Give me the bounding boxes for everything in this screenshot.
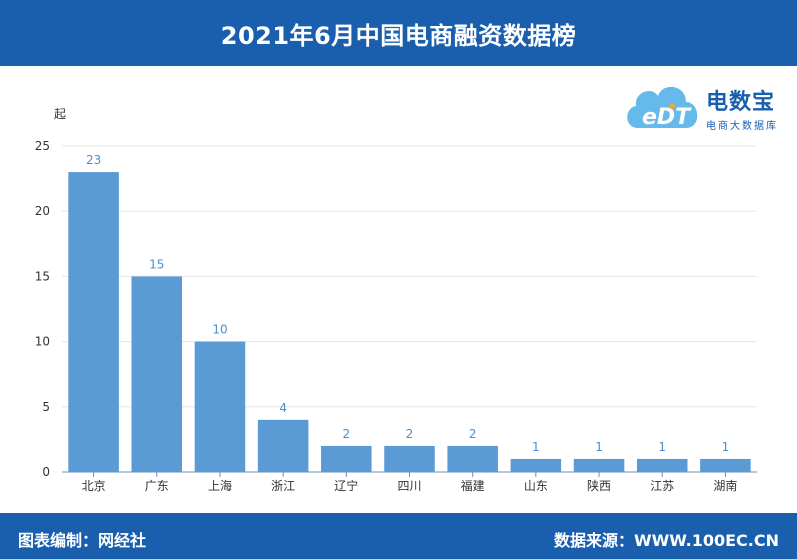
bar [384,445,435,472]
y-axis-unit-label: 起 [54,107,66,121]
bar-value-label: 1 [595,440,603,454]
bar [194,341,246,472]
bar-value-label: 4 [279,401,287,415]
bar [131,276,183,472]
logo-mark: eDT [642,105,692,130]
x-category-label: 辽宁 [334,478,358,493]
x-category-label: 山东 [524,479,548,493]
bar [510,458,562,472]
bar-value-label: 2 [469,427,477,441]
bar [636,458,688,472]
edt-logo-icon: eDT [627,86,698,130]
bar [257,419,309,472]
y-tick-label: 20 [35,204,50,218]
x-category-label: 广东 [145,479,169,493]
x-category-label: 四川 [397,479,421,493]
y-tick-label: 5 [42,400,50,414]
y-tick-label: 25 [35,139,50,153]
bar [447,445,498,472]
bar-value-label: 10 [212,323,227,337]
x-category-label: 福建 [461,478,485,493]
bar-value-label: 2 [342,427,350,441]
logo-name: 电数宝 [706,90,776,115]
header-bar: 2021年6月中国电商融资数据榜 [0,0,797,66]
footer-editor: 图表编制：网经社 [18,531,147,550]
bar [68,172,119,472]
x-category-label: 江苏 [650,479,674,493]
x-category-label: 上海 [208,478,232,493]
bar [700,458,751,472]
x-category-label: 北京 [82,479,106,493]
bar-value-label: 23 [86,153,101,167]
bar-value-label: 1 [532,440,540,454]
bar-chart: 起 0 5 10 15 20 25 23 北京 15 广东 10 上海 4 浙江 2 辽宁 2 四川 2 福建 1 山东 1 陕… [35,107,757,493]
bar-value-label: 2 [406,427,414,441]
x-category-label: 湖南 [713,478,737,493]
page-title: 2021年6月中国电商融资数据榜 [220,21,577,50]
y-tick-label: 15 [35,269,50,283]
bar [573,458,625,472]
logo-subtitle: 电商大数据库 [706,121,778,132]
bar [321,445,372,472]
bar-value-label: 15 [149,257,164,271]
bar-value-label: 1 [658,440,666,454]
y-tick-label: 10 [35,335,50,349]
x-category-label: 浙江 [271,479,295,493]
bar-value-label: 1 [722,440,730,454]
y-tick-label: 0 [42,465,50,479]
footer-bar: 图表编制：网经社 数据来源：WWW.100EC.CN [0,513,797,559]
footer-source: 数据来源：WWW.100EC.CN [553,531,779,550]
x-category-label: 陕西 [587,478,611,493]
